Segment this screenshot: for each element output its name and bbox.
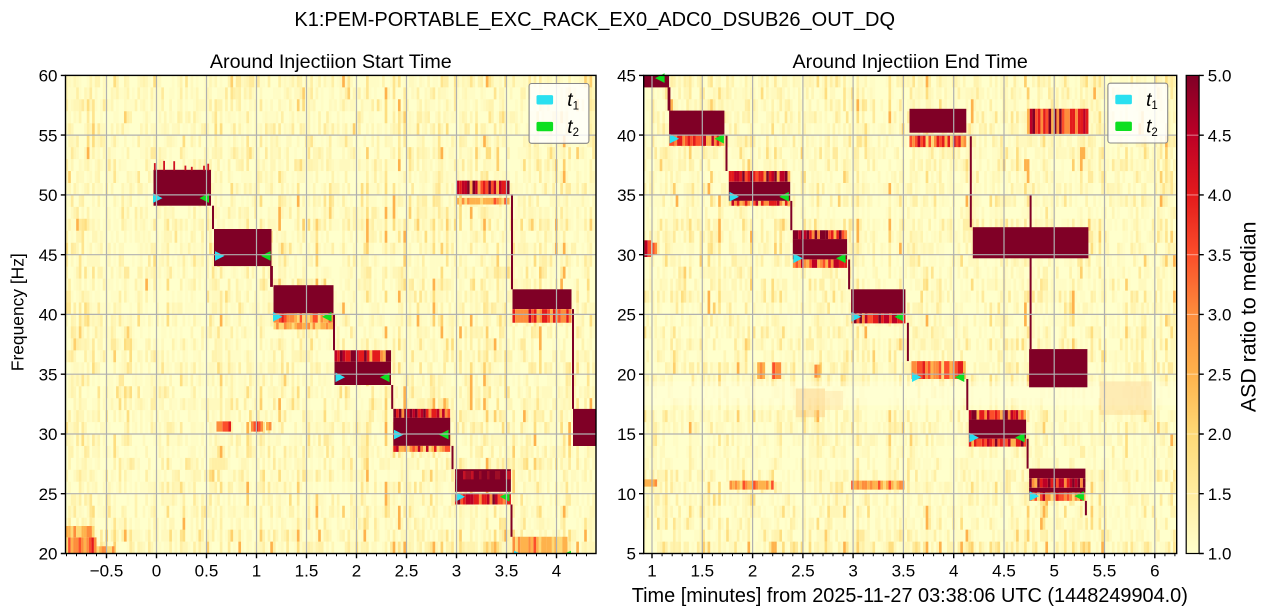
svg-text:4.5: 4.5: [992, 561, 1016, 580]
svg-text:3: 3: [848, 561, 857, 580]
svg-text:2.5: 2.5: [791, 561, 815, 580]
svg-text:1: 1: [647, 561, 656, 580]
svg-text:10: 10: [617, 485, 636, 504]
svg-text:4: 4: [949, 561, 958, 580]
svg-text:40: 40: [39, 306, 58, 325]
svg-text:4.0: 4.0: [1208, 186, 1232, 205]
svg-text:5.0: 5.0: [1208, 67, 1232, 86]
svg-text:1.5: 1.5: [295, 561, 319, 580]
svg-text:4: 4: [552, 561, 561, 580]
svg-text:t1: t1: [567, 90, 579, 112]
svg-text:ASD ratio to median: ASD ratio to median: [1237, 222, 1261, 413]
svg-text:50: 50: [39, 186, 58, 205]
svg-text:1.5: 1.5: [690, 561, 714, 580]
svg-text:40: 40: [617, 126, 636, 145]
svg-text:35: 35: [39, 365, 58, 384]
svg-text:1.5: 1.5: [1208, 485, 1232, 504]
svg-text:Around Injectiion Start Time: Around Injectiion Start Time: [210, 51, 452, 73]
svg-text:5.5: 5.5: [1093, 561, 1117, 580]
svg-text:30: 30: [39, 425, 58, 444]
svg-text:2.5: 2.5: [1208, 365, 1232, 384]
svg-text:20: 20: [39, 545, 58, 564]
svg-text:3: 3: [452, 561, 461, 580]
svg-text:Time [minutes] from 2025-11-27: Time [minutes] from 2025-11-27 03:38:06 …: [632, 585, 1188, 607]
svg-text:0.5: 0.5: [195, 561, 219, 580]
svg-text:K1:PEM-PORTABLE_EXC_RACK_EX0_A: K1:PEM-PORTABLE_EXC_RACK_EX0_ADC0_DSUB26…: [294, 9, 895, 31]
svg-text:60: 60: [39, 67, 58, 86]
svg-text:t1: t1: [1146, 90, 1158, 112]
svg-text:3.0: 3.0: [1208, 306, 1232, 325]
svg-text:0: 0: [152, 561, 161, 580]
svg-text:2.5: 2.5: [395, 561, 419, 580]
svg-text:45: 45: [39, 246, 58, 265]
svg-text:Frequency [Hz]: Frequency [Hz]: [8, 253, 28, 371]
svg-text:5: 5: [627, 545, 636, 564]
svg-text:35: 35: [617, 186, 636, 205]
svg-text:25: 25: [39, 485, 58, 504]
svg-text:3.5: 3.5: [892, 561, 916, 580]
svg-text:30: 30: [617, 246, 636, 265]
svg-text:5: 5: [1049, 561, 1058, 580]
svg-text:2.0: 2.0: [1208, 425, 1232, 444]
svg-text:t2: t2: [1146, 117, 1158, 139]
svg-text:2: 2: [352, 561, 361, 580]
svg-text:15: 15: [617, 425, 636, 444]
svg-text:t2: t2: [567, 117, 579, 139]
svg-text:4.5: 4.5: [1208, 126, 1232, 145]
svg-text:3.5: 3.5: [495, 561, 519, 580]
svg-text:1: 1: [252, 561, 261, 580]
svg-text:−0.5: −0.5: [90, 561, 124, 580]
svg-text:1.0: 1.0: [1208, 545, 1232, 564]
svg-text:Around Injectiion End Time: Around Injectiion End Time: [793, 51, 1028, 73]
svg-text:2: 2: [748, 561, 757, 580]
svg-text:25: 25: [617, 306, 636, 325]
svg-text:55: 55: [39, 126, 58, 145]
svg-text:3.5: 3.5: [1208, 246, 1232, 265]
svg-text:20: 20: [617, 365, 636, 384]
svg-text:6: 6: [1150, 561, 1159, 580]
svg-text:45: 45: [617, 67, 636, 86]
